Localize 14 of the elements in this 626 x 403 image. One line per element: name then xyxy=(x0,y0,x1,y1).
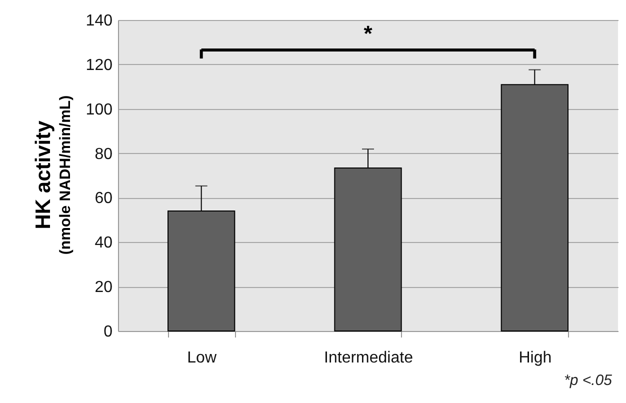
x-tick-label: Low xyxy=(187,350,217,366)
text: *p <.05 xyxy=(564,372,612,389)
y-tick-label: 20 xyxy=(94,279,113,296)
x-tick-label: Intermediate xyxy=(324,350,414,366)
y-tick-label: 120 xyxy=(86,56,113,74)
y-tick-label: 60 xyxy=(94,190,113,208)
y-tick-label: 140 xyxy=(86,12,113,30)
y-axis-title: HK activity (nmole NADH/min/mL) xyxy=(32,95,74,255)
y-tick-label: 100 xyxy=(86,101,113,118)
annotation: * xyxy=(364,21,373,46)
y-tick-label: 40 xyxy=(94,234,113,252)
x-tick-label: High xyxy=(518,350,552,366)
y-tick-label: 0 xyxy=(104,324,113,340)
y-tick-label: 80 xyxy=(94,146,113,163)
